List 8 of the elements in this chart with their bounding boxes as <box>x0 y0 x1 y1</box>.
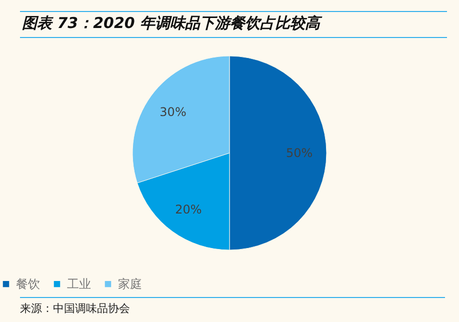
chart-title: 图表 73：2020 年调味品下游餐饮占比较高 <box>20 11 447 38</box>
legend-label: 餐饮 <box>16 277 40 292</box>
legend-label: 家庭 <box>118 277 142 292</box>
data-label: 50% <box>286 146 313 160</box>
data-label: 30% <box>160 104 186 119</box>
data-label: 20% <box>175 202 202 216</box>
source-note: 来源：中国调味品协会 <box>20 297 445 316</box>
legend-label: 工业 <box>67 277 91 292</box>
